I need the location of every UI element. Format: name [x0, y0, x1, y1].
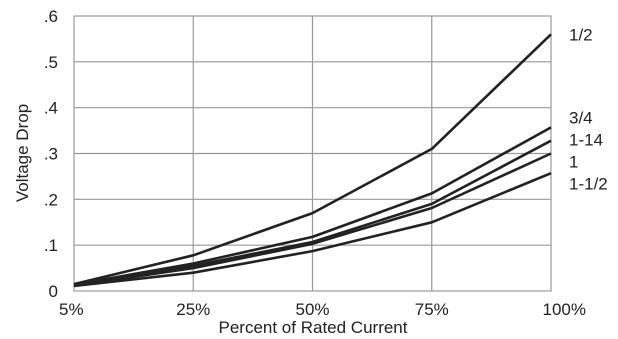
x-tick-label: 50%: [295, 300, 329, 319]
series-line: [73, 139, 552, 287]
y-tick-label: .4: [44, 99, 58, 118]
x-tick-label: 5%: [59, 300, 84, 319]
series-label: 1-1/2: [569, 174, 608, 193]
series-label: 3/4: [569, 108, 593, 127]
series-lines: [73, 33, 552, 288]
x-tick-label: 100%: [543, 300, 586, 319]
x-tick-label: 25%: [176, 300, 210, 319]
y-axis-label: Voltage Drop: [13, 104, 32, 202]
y-tick-label: .2: [44, 190, 58, 209]
x-tick-label: 75%: [415, 300, 449, 319]
grid: [73, 15, 552, 292]
y-tick-label: .6: [44, 7, 58, 26]
y-tick-label: .3: [44, 145, 58, 164]
series-line: [73, 171, 552, 288]
y-tick-label: 0: [49, 282, 58, 301]
series-label: 1/2: [569, 25, 593, 44]
x-tick-labels: 5% 25% 50% 75% 100%: [59, 300, 586, 319]
y-tick-label: .5: [44, 53, 58, 72]
series-label: 1: [569, 152, 578, 171]
x-axis-label: Percent of Rated Current: [219, 318, 408, 337]
series-line: [73, 126, 552, 286]
series-labels: 1/2 3/4 1-14 1 1-1/2: [569, 25, 608, 193]
series-line: [73, 152, 552, 287]
series-line: [73, 33, 552, 286]
y-tick-label: .1: [44, 236, 58, 255]
y-tick-labels: 0 .1 .2 .3 .4 .5 .6: [44, 7, 58, 301]
series-label: 1-14: [569, 130, 603, 149]
